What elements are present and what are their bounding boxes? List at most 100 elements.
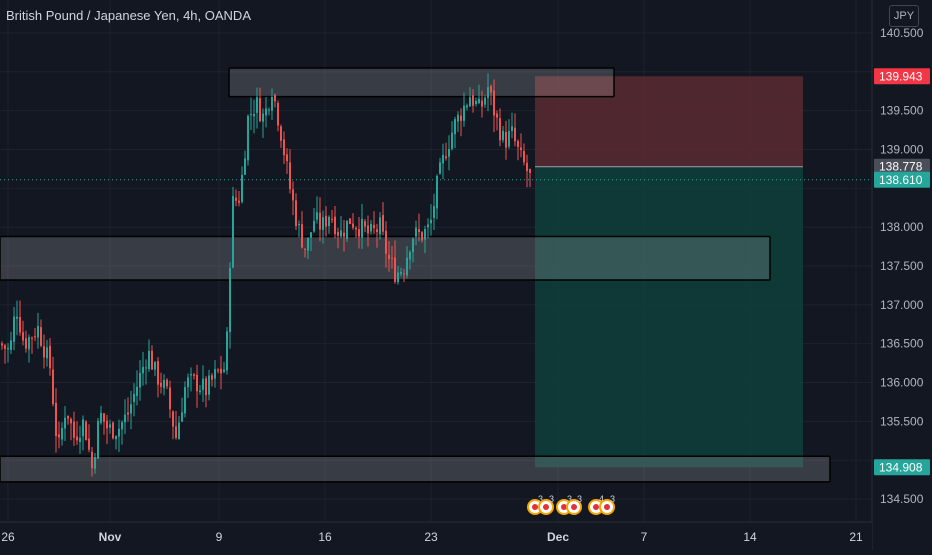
candle-body [271,97,273,111]
candle-body [316,212,318,220]
candle-body [373,224,375,229]
candle-body [286,154,288,162]
candle-body [13,316,15,342]
candle-body [136,386,138,396]
candle-body [436,175,438,209]
candle-body [442,154,444,164]
event-badge-count: 3 [577,494,582,504]
price-axis[interactable] [872,0,932,550]
candle-body [82,419,84,437]
zone-box[interactable] [0,455,831,483]
time-tick-label: 26 [1,530,15,544]
zone-box[interactable] [228,67,615,98]
candle-body [325,215,327,227]
candle-body [490,86,492,93]
event-badge-count: 3 [549,494,554,504]
candle-body [307,237,309,251]
time-axis[interactable] [0,522,872,550]
time-tick-label: Dec [547,530,569,544]
price-tick-label: 139.500 [880,104,924,118]
price-tick-label: 137.500 [880,259,924,273]
candle-body [31,337,33,339]
candle-body [301,224,303,248]
candle-body [478,98,480,103]
event-flag-dot [543,504,549,510]
candle-body [145,367,147,369]
event-badge-count: 3 [567,494,572,504]
candle-body [412,238,414,252]
candle-body [226,331,228,371]
candle-body [91,451,93,469]
candle-body [19,316,21,333]
candle-body [220,368,222,374]
currency-selector-button[interactable]: JPY [889,5,919,27]
candle-body [178,422,180,440]
time-tick-label: Nov [99,530,122,544]
candle-body [319,212,321,230]
event-flag-dot [561,504,567,510]
candle-body [265,108,267,116]
candle-body [496,113,498,118]
candle-body [16,316,18,319]
candle-body [526,162,528,172]
event-flag-dot [604,504,610,510]
candle-body [103,413,105,422]
candle-body [454,119,456,135]
candle-body [250,114,252,116]
candle-body [184,387,186,414]
candle-body [166,379,168,387]
candle-body [334,216,336,235]
price-tick-label: 136.500 [880,337,924,351]
candle-body [7,347,9,350]
candle-body [193,374,195,376]
candle-body [1,343,3,346]
candle-body [484,97,486,105]
candle-body [367,225,369,234]
candle-body [460,115,462,121]
candle-body [394,257,396,282]
candle-body [157,361,159,385]
candle-body [322,217,324,230]
candle-body [121,422,123,430]
candle-body [466,105,468,108]
candle-body [241,174,243,202]
candle-body [346,220,348,239]
candle-body [208,375,210,395]
candle-body [253,114,255,117]
take-profit-zone[interactable] [535,166,803,468]
candle-body [52,369,54,405]
candle-body [106,420,108,429]
candle-body [37,325,39,338]
candle-body [61,427,63,440]
candle-body [337,231,339,236]
time-tick-label: 14 [743,530,757,544]
candle-body [364,221,366,227]
candle-body [22,332,24,341]
candle-body [142,366,144,374]
candle-body [277,102,279,126]
candle-body [280,126,282,141]
stop-loss-zone[interactable] [535,76,803,167]
candle-body [130,404,132,414]
candle-body [283,139,285,156]
candle-body [196,374,198,392]
candle-body [370,223,372,232]
candle-body [235,197,237,201]
candle-body [313,220,315,232]
candle-body [391,257,393,259]
time-tick-label: 23 [424,530,438,544]
candle-body [28,337,30,350]
candle-body [85,421,87,441]
candle-body [10,340,12,350]
candle-body [517,141,519,147]
price-label-entry [874,158,930,175]
candle-body [295,200,297,227]
candle-body [451,132,453,149]
price-tick-label: 134.500 [880,492,924,506]
candle-body [151,350,153,370]
candle-body [421,232,423,241]
candle-body [481,100,483,107]
